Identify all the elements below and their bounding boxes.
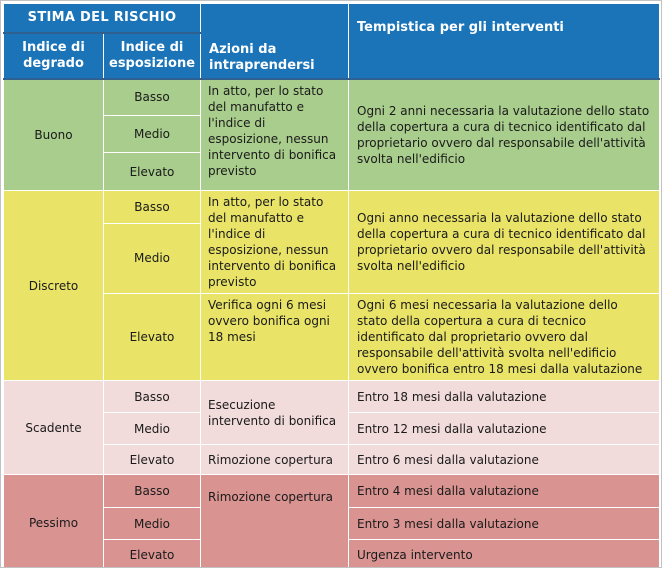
cell-discreto-tempistica-elevato: Ogni 6 mesi necessaria la valutazione de… (348, 293, 661, 381)
table-row: Scadente Basso Esecuzione intervento di … (3, 380, 661, 475)
cell-discreto-basso: Basso (102, 190, 202, 224)
cell-buono-elevato: Elevato (102, 152, 202, 191)
cell-pessimo-medio: Medio (102, 507, 202, 540)
cell-scadente-label: Scadente (3, 380, 104, 475)
table-row: Medio Entro 3 mesi dalla valutazione (4, 507, 661, 540)
table-row: Pessimo Basso Rimozione copertura Entro … (3, 474, 661, 567)
header-indice-degrado: Indice di degrado (3, 32, 104, 80)
table-header: STIMA DEL RISCHIO Azioni da intraprender… (2, 3, 661, 80)
header-indice-esposizione: Indice di esposizione (102, 32, 202, 80)
group-scadente: Scadente Basso Esecuzione intervento di … (3, 380, 661, 475)
cell-buono-basso: Basso (102, 78, 202, 116)
cell-buono-medio: Medio (102, 115, 202, 153)
group-pessimo: Pessimo Basso Rimozione copertura Entro … (3, 474, 661, 567)
cell-discreto-tempistica-basso-medio: Ogni anno necessaria la valutazione dell… (348, 190, 661, 294)
cell-pessimo-basso: Basso (102, 474, 202, 508)
cell-discreto-label: Discreto (3, 190, 104, 381)
table-row: Elevato Urgenza intervento (4, 539, 661, 567)
group-discreto: Discreto Basso In atto, per lo stato del… (3, 190, 661, 381)
cell-buono-azioni: In atto, per lo stato del manufatto e l'… (200, 78, 350, 191)
header-stima-del-rischio: STIMA DEL RISCHIO (2, 3, 202, 34)
cell-pessimo-tempistica-medio: Entro 3 mesi dalla valutazione (348, 507, 661, 540)
cell-scadente-basso: Basso (102, 380, 202, 413)
cell-scadente-azioni-elevato: Rimozione copertura (200, 444, 350, 475)
table-row: Medio (4, 222, 660, 295)
table-row: Elevato (4, 152, 660, 191)
risk-assessment-table: STIMA DEL RISCHIO Azioni da intraprender… (2, 3, 661, 567)
cell-scadente-tempistica-basso: Entro 18 mesi dalla valutazione (348, 380, 661, 413)
table-row: Elevato Verifica ogni 6 mesi ovvero boni… (4, 293, 661, 381)
table-row: Medio (4, 115, 660, 153)
cell-discreto-elevato: Elevato (102, 293, 202, 381)
header-azioni: Azioni da intraprendersi (200, 3, 350, 80)
table-row: Discreto Basso In atto, per lo stato del… (3, 190, 661, 381)
cell-buono-tempistica: Ogni 2 anni necessaria la valutazione de… (348, 78, 661, 191)
cell-buono-label: Buono (3, 78, 104, 191)
cell-discreto-azioni-basso-medio: In atto, per lo stato del manufatto e l'… (200, 190, 350, 294)
cell-pessimo-tempistica-basso: Entro 4 mesi dalla valutazione (348, 474, 661, 508)
cell-scadente-tempistica-elevato: Entro 6 mesi dalla valutazione (348, 444, 661, 475)
cell-pessimo-azioni: Rimozione copertura (200, 474, 350, 567)
cell-pessimo-elevato: Elevato (102, 539, 202, 567)
cell-pessimo-label: Pessimo (3, 474, 104, 567)
cell-scadente-medio: Medio (102, 412, 202, 445)
header-tempistica: Tempistica per gli interventi (348, 3, 661, 80)
cell-scadente-azioni-basso-medio: Esecuzione intervento di bonifica (200, 380, 350, 445)
cell-scadente-elevato: Elevato (102, 444, 202, 475)
cell-discreto-medio: Medio (102, 222, 202, 295)
group-buono: Buono Basso In atto, per lo stato del ma… (3, 78, 661, 191)
cell-pessimo-tempistica-elevato: Urgenza intervento (348, 539, 661, 567)
cell-scadente-tempistica-medio: Entro 12 mesi dalla valutazione (348, 412, 661, 445)
table-row: Buono Basso In atto, per lo stato del ma… (3, 78, 661, 191)
cell-discreto-azioni-elevato: Verifica ogni 6 mesi ovvero bonifica ogn… (200, 293, 350, 381)
